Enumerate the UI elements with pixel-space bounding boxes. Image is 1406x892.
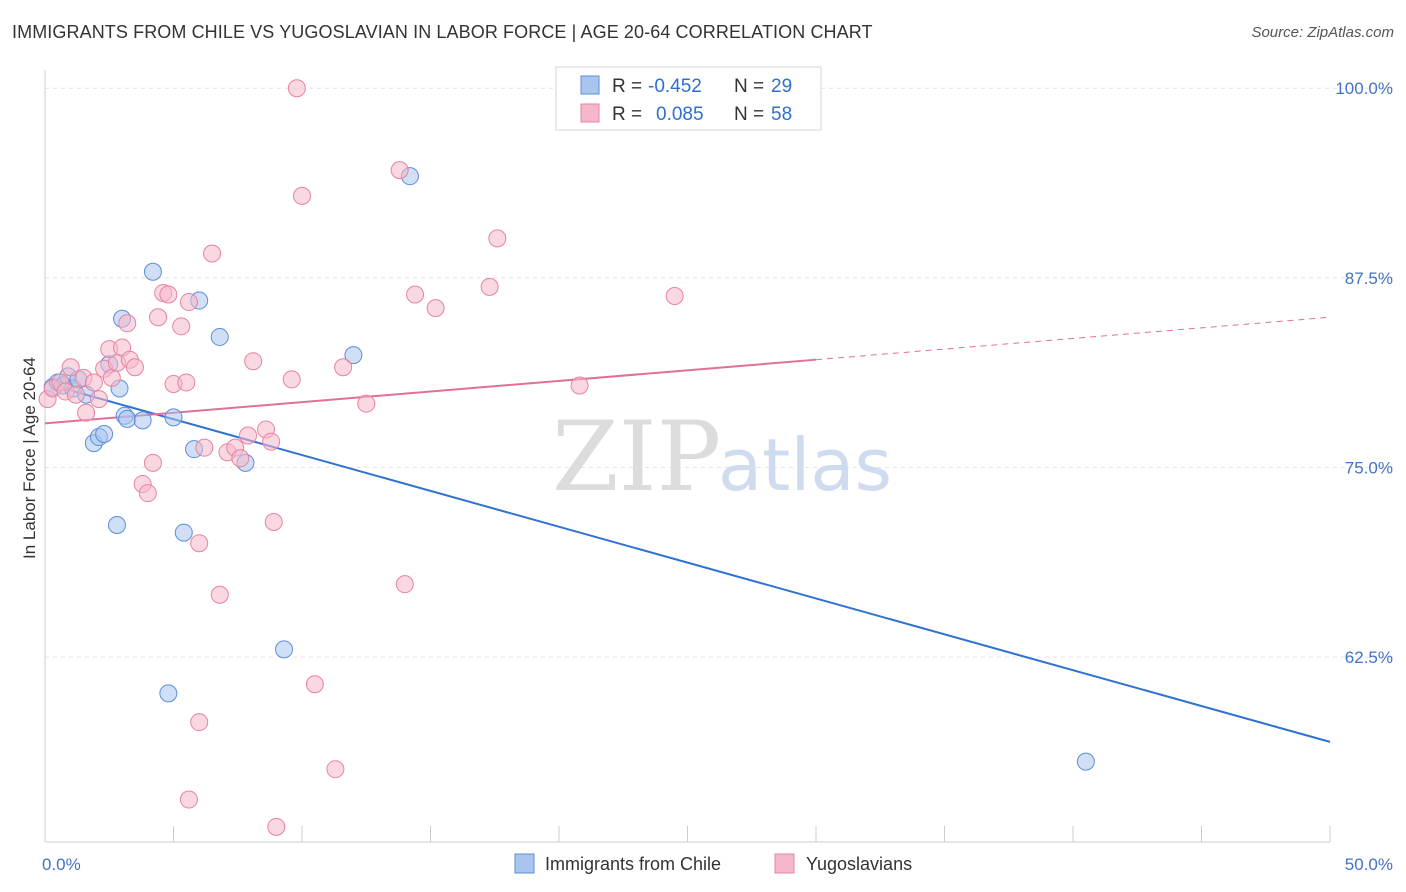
legend-n-label-chile: N = — [734, 76, 764, 97]
point-series-1-17 — [118, 314, 137, 333]
point-series-1-4 — [61, 358, 80, 377]
point-series-1-29 — [195, 438, 214, 457]
point-series-0-17 — [143, 262, 162, 281]
y-axis-label: In Labor Force | Age 20-64 — [20, 357, 39, 559]
point-series-1-55 — [190, 713, 209, 732]
x-tick-label-1: 50.0% — [1345, 855, 1393, 874]
point-series-1-51 — [480, 277, 499, 296]
point-series-0-20 — [174, 523, 193, 542]
point-series-0-9 — [95, 425, 114, 444]
point-series-1-52 — [488, 229, 507, 248]
point-series-1-56 — [179, 790, 198, 809]
point-series-1-45 — [334, 358, 353, 377]
point-series-1-7 — [77, 403, 96, 422]
point-series-1-27 — [177, 373, 196, 392]
point-series-1-31 — [210, 585, 229, 604]
point-series-1-21 — [149, 308, 168, 327]
point-series-0-15 — [118, 409, 137, 428]
point-series-1-5 — [66, 385, 85, 404]
point-series-1-41 — [287, 79, 306, 98]
trend-line-extension-series-1 — [815, 316, 1331, 361]
x-tick-labels: 0.0% 50.0% — [42, 855, 1393, 874]
point-series-0-28 — [1076, 752, 1095, 771]
legend-n-value-chile: 29 — [771, 76, 792, 97]
data-points — [38, 79, 1095, 836]
point-series-1-53 — [570, 376, 589, 395]
legend-frame — [555, 66, 822, 131]
y-tick-label-0: 100.0% — [1335, 79, 1393, 98]
y-tick-labels: 100.0% 87.5% 75.0% 62.5% — [1335, 79, 1393, 667]
point-series-1-36 — [244, 352, 263, 371]
legend-r-label-chile: R = — [612, 76, 642, 97]
legend-n-value-yugoslavians: 58 — [771, 104, 792, 125]
legend-r-value-yugoslavians: 0.085 — [656, 104, 704, 125]
point-series-1-40 — [282, 370, 301, 389]
series-legend: Immigrants from Chile Yugoslavians — [514, 853, 912, 874]
point-series-0-13 — [107, 516, 126, 535]
correlation-legend: R = -0.452 N = 29 R = 0.085 N = 58 — [555, 66, 822, 131]
axes — [44, 70, 1331, 843]
point-series-1-30 — [203, 244, 222, 263]
point-series-1-8 — [84, 373, 103, 392]
legend-swatch-yugoslavians — [580, 103, 600, 123]
point-series-1-43 — [305, 675, 324, 694]
series-swatch-chile — [514, 853, 535, 874]
point-series-1-50 — [426, 299, 445, 318]
legend-r-value-chile: -0.452 — [648, 76, 702, 97]
point-series-1-57 — [267, 817, 286, 836]
watermark-atlas: atlas — [718, 423, 892, 507]
point-series-0-25 — [275, 640, 294, 659]
series-name-yugoslavians: Yugoslavians — [806, 854, 912, 874]
legend-n-label-yugoslavians: N = — [734, 104, 764, 125]
series-name-chile: Immigrants from Chile — [545, 854, 721, 874]
point-series-1-44 — [326, 760, 345, 779]
point-series-0-26 — [344, 346, 363, 365]
point-series-1-54 — [665, 286, 684, 305]
point-series-1-47 — [390, 161, 409, 180]
point-series-1-49 — [406, 285, 425, 304]
point-series-1-23 — [159, 285, 178, 304]
point-series-0-19 — [164, 408, 183, 427]
point-series-0-23 — [210, 327, 229, 346]
point-series-1-28 — [190, 534, 209, 553]
legend-swatch-chile — [580, 75, 600, 95]
point-series-1-16 — [125, 358, 144, 377]
point-series-0-16 — [133, 411, 152, 430]
point-series-1-34 — [231, 449, 250, 468]
point-series-1-42 — [293, 186, 311, 205]
watermark-zip: ZIP — [552, 401, 721, 513]
point-series-1-25 — [172, 317, 191, 336]
chart-title: IMMIGRANTS FROM CHILE VS YUGOSLAVIAN IN … — [12, 22, 873, 42]
point-series-1-11 — [102, 368, 121, 387]
point-series-1-20 — [143, 453, 162, 472]
trend-lines — [44, 316, 1331, 743]
point-series-0-18 — [159, 684, 178, 703]
y-tick-label-2: 75.0% — [1345, 458, 1393, 477]
series-swatch-yugoslavians — [774, 853, 795, 874]
point-series-1-39 — [264, 512, 283, 531]
point-series-1-19 — [138, 484, 157, 503]
y-tick-label-3: 62.5% — [1345, 648, 1393, 667]
point-series-1-48 — [395, 575, 414, 594]
legend-r-label-yugoslavians: R = — [612, 104, 642, 125]
y-tick-label-1: 87.5% — [1345, 269, 1393, 288]
source-credit: Source: ZipAtlas.com — [1251, 24, 1394, 41]
point-series-1-35 — [239, 426, 258, 445]
point-series-1-46 — [357, 394, 376, 413]
point-series-1-26 — [179, 293, 198, 312]
point-series-1-9 — [89, 390, 108, 409]
x-tick-label-0: 0.0% — [42, 855, 81, 874]
point-series-1-38 — [262, 432, 281, 451]
